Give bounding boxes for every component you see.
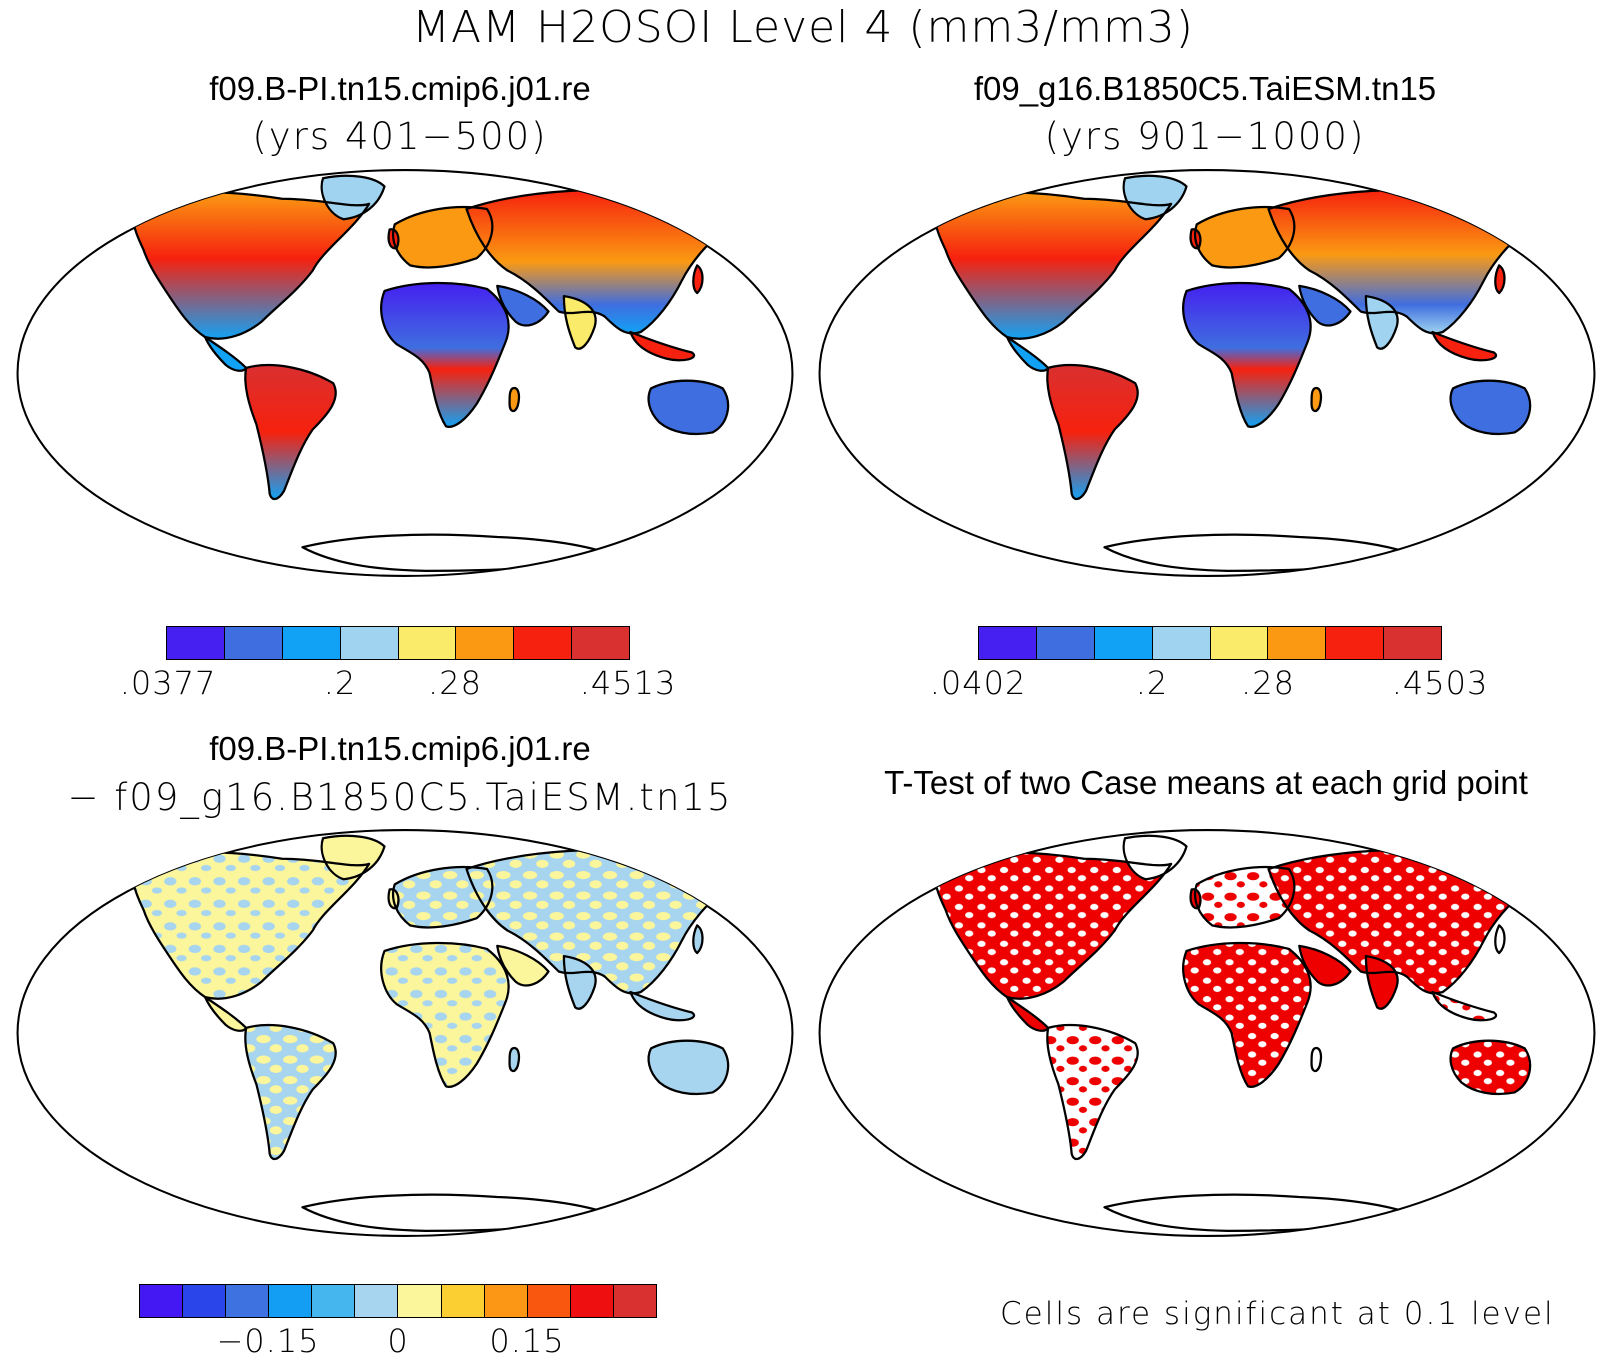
colorbar-swatch (1152, 627, 1211, 659)
colorbar-swatch (312, 1285, 356, 1317)
difference-colorbar (139, 1284, 657, 1318)
colorbar-swatch (398, 627, 457, 659)
colorbar-swatch (456, 627, 515, 659)
difference-map (16, 829, 794, 1237)
case2-colorbar-label: .0402 (929, 664, 1027, 702)
colorbar-swatch (398, 1285, 442, 1317)
colorbar-swatch (613, 1285, 656, 1317)
colorbar-swatch (484, 1285, 528, 1317)
panel-1-title: f09.B-PI.tn15.cmip6.j01.re (209, 70, 591, 107)
panel-3-title: f09.B-PI.tn15.cmip6.j01.re (209, 730, 591, 767)
case1-colorbar-label: .28 (428, 664, 482, 702)
panel-2-title: f09_g16.B1850C5.TaiESM.tn15 (973, 70, 1437, 107)
colorbar-swatch (1268, 627, 1327, 659)
colorbar-swatch (224, 627, 283, 659)
difference-colorbar-label: 0.15 (489, 1322, 565, 1360)
colorbar-swatch (570, 1285, 614, 1317)
ttest-map (818, 829, 1596, 1237)
difference-colorbar-label: 0 (387, 1322, 409, 1360)
case1-colorbar-label: .4513 (579, 664, 677, 702)
case1-colorbar (166, 626, 630, 660)
difference-colorbar-label: −0.15 (216, 1322, 320, 1360)
colorbar-swatch (1326, 627, 1385, 659)
colorbar-swatch (514, 627, 573, 659)
colorbar-swatch (1210, 627, 1269, 659)
colorbar-swatch (282, 627, 341, 659)
panel-4-title: T-Test of two Case means at each grid po… (884, 764, 1528, 801)
colorbar-swatch (527, 1285, 571, 1317)
case1-map (16, 169, 794, 577)
case2-colorbar (978, 626, 1442, 660)
colorbar-swatch (340, 627, 399, 659)
colorbar-swatch (441, 1285, 485, 1317)
colorbar-swatch (572, 627, 629, 659)
case2-colorbar-label: .2 (1135, 664, 1169, 702)
colorbar-swatch (167, 627, 225, 659)
colorbar-swatch (355, 1285, 399, 1317)
colorbar-swatch (183, 1285, 227, 1317)
figure-title: MAM H2OSOI Level 4 (mm3/mm3) (412, 2, 1194, 53)
panel-2-subtitle: (yrs 901−1000) (1044, 115, 1366, 158)
colorbar-swatch (226, 1285, 270, 1317)
colorbar-swatch (269, 1285, 313, 1317)
case2-map (818, 169, 1596, 577)
case1-colorbar-label: .0377 (119, 664, 217, 702)
panel-3-subtitle: − f09_g16.B1850C5.TaiESM.tn15 (67, 776, 733, 819)
colorbar-swatch (1384, 627, 1441, 659)
case1-colorbar-label: .2 (323, 664, 357, 702)
significance-note: Cells are significant at 0.1 level (1000, 1296, 1555, 1332)
colorbar-swatch (140, 1285, 184, 1317)
case2-colorbar-label: .4503 (1391, 664, 1489, 702)
colorbar-swatch (1094, 627, 1153, 659)
case2-colorbar-label: .28 (1241, 664, 1295, 702)
colorbar-swatch (979, 627, 1037, 659)
colorbar-swatch (1036, 627, 1095, 659)
panel-1-subtitle: (yrs 401−500) (252, 115, 548, 158)
